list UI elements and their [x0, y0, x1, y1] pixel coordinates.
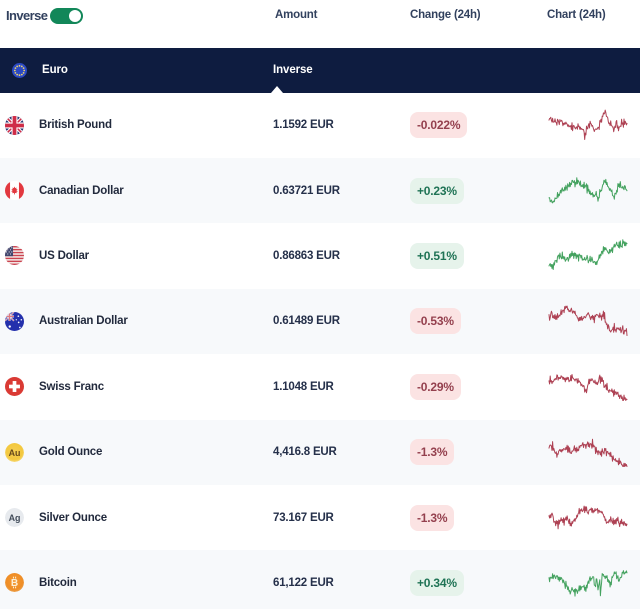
svg-text:B: B [11, 579, 18, 590]
svg-text:Au: Au [9, 447, 21, 457]
svg-text:Ag: Ag [9, 513, 21, 523]
